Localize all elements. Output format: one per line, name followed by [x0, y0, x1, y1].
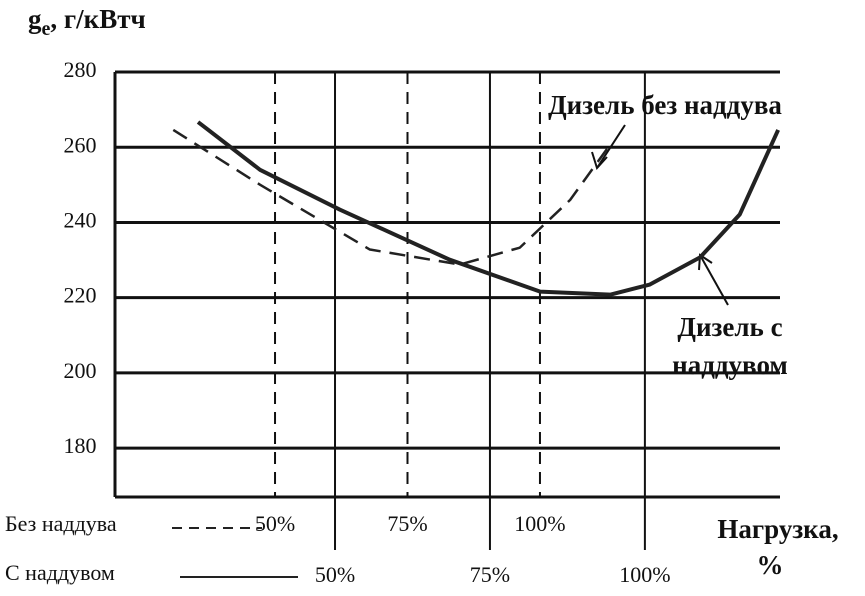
- x-axis-label: %: [757, 550, 784, 580]
- legend-label: С наддувом: [5, 560, 115, 585]
- series-line: [196, 120, 780, 297]
- arrow-head: [591, 151, 608, 170]
- y-axis-label: ge, г/кВтч: [28, 4, 146, 39]
- y-tick-label: 180: [64, 433, 97, 458]
- x2-tick-label: 100%: [514, 511, 565, 536]
- y-label-symbol: g: [28, 4, 42, 34]
- x-axis-label: Нагрузка,: [717, 514, 838, 544]
- annotation: Дизель без наддува: [548, 90, 782, 120]
- x2-tick-label: 50%: [255, 511, 295, 536]
- annotation: наддувом: [672, 350, 788, 380]
- y-tick-label: 200: [64, 358, 97, 383]
- annotation: Дизель с: [677, 312, 782, 342]
- y-tick-label: 240: [64, 207, 97, 232]
- x2-tick-label: 75%: [387, 511, 427, 536]
- series-line: [172, 128, 611, 266]
- y-label-unit: , г/кВтч: [50, 4, 145, 34]
- x-tick-label: 50%: [315, 562, 355, 587]
- y-tick-label: 280: [64, 57, 97, 82]
- y-tick-label: 260: [64, 132, 97, 157]
- y-tick-label: 220: [64, 283, 97, 308]
- y-label-subscript: e: [42, 18, 51, 40]
- x-tick-label: 100%: [619, 562, 670, 587]
- legend-label: Без наддува: [5, 511, 117, 536]
- x-tick-label: 75%: [470, 562, 510, 587]
